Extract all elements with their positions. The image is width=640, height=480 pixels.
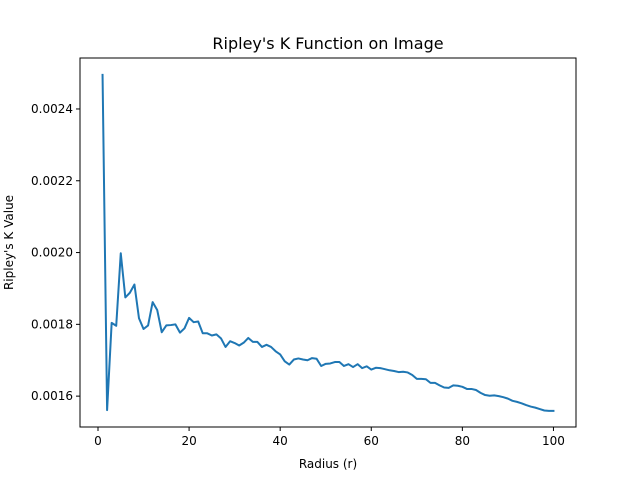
y-tick-label: 0.0024 (31, 102, 73, 116)
x-tick-label: 80 (455, 434, 470, 448)
y-tick-label: 0.0020 (31, 246, 73, 260)
plot-frame (79, 57, 577, 428)
y-tick-label: 0.0016 (31, 389, 73, 403)
x-tick-label: 60 (364, 434, 379, 448)
y-axis-label: Ripley's K Value (2, 195, 16, 290)
chart-title: Ripley's K Function on Image (212, 34, 443, 53)
x-tick-label: 20 (181, 434, 196, 448)
x-axis-label: Radius (r) (299, 457, 357, 471)
y-axis-ticks: 0.0016 0.0018 0.0020 0.0022 0.0024 (31, 102, 80, 403)
x-tick-label: 0 (94, 434, 102, 448)
y-tick-label: 0.0018 (31, 317, 73, 331)
x-tick-label: 40 (273, 434, 288, 448)
y-tick-label: 0.0022 (31, 174, 73, 188)
x-axis-ticks: 0 20 40 60 80 100 (94, 427, 565, 448)
x-tick-label: 100 (542, 434, 565, 448)
series-line (101, 73, 555, 412)
